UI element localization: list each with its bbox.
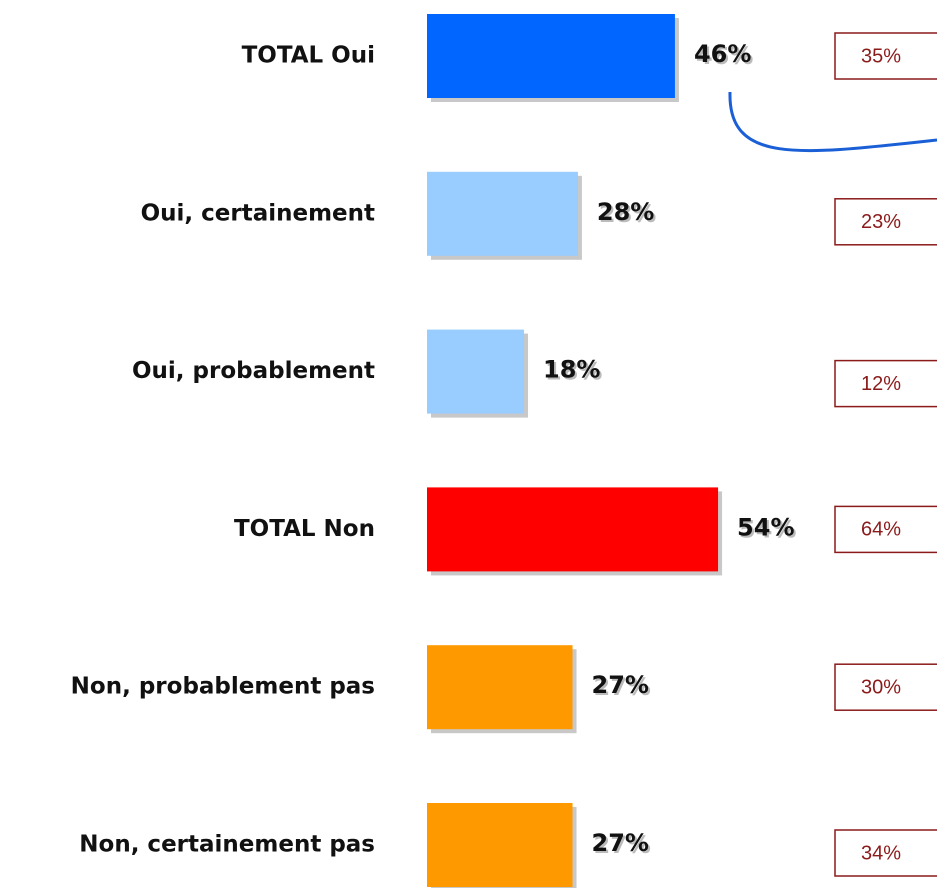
- value-label-shadow: 46%: [696, 42, 753, 70]
- value-label: 18%: [543, 356, 600, 384]
- category-label: Oui, probablement: [132, 358, 375, 384]
- value-label-shadow: 18%: [545, 358, 602, 386]
- comparison-box: [834, 829, 937, 877]
- value-label: 46%: [694, 40, 751, 68]
- comparison-box: [834, 359, 937, 408]
- comparison-box: [834, 32, 937, 80]
- value-label: 27%: [592, 829, 649, 857]
- bar: [427, 645, 573, 730]
- comparison-box: [834, 663, 937, 711]
- category-label: Non, certainement pas: [79, 832, 375, 858]
- value-label-shadow: 54%: [739, 515, 796, 543]
- value-label: 28%: [597, 198, 654, 226]
- bar: [427, 803, 573, 887]
- connector-curve: [728, 91, 937, 153]
- comparison-label: 12%: [861, 373, 901, 395]
- category-label: TOTAL Non: [234, 516, 375, 542]
- comparison-label: 30%: [861, 676, 901, 698]
- comparison-box: [834, 505, 937, 554]
- comparison-label: 23%: [861, 211, 901, 233]
- category-label: Oui, certainement: [141, 200, 375, 226]
- bar: [427, 329, 525, 414]
- category-label: TOTAL Oui: [242, 43, 375, 69]
- bar: [427, 487, 719, 572]
- value-label-shadow: 27%: [594, 673, 651, 701]
- bar: [427, 14, 675, 98]
- value-label: 54%: [737, 513, 794, 541]
- comparison-label: 64%: [861, 519, 901, 541]
- category-label: Non, probablement pas: [71, 674, 375, 700]
- comparison-label: 35%: [861, 45, 901, 67]
- value-label-shadow: 28%: [599, 200, 656, 228]
- value-label: 27%: [592, 671, 649, 699]
- bar: [427, 171, 578, 256]
- value-label-shadow: 27%: [594, 831, 651, 859]
- comparison-label: 34%: [861, 842, 901, 864]
- comparison-box: [834, 198, 937, 246]
